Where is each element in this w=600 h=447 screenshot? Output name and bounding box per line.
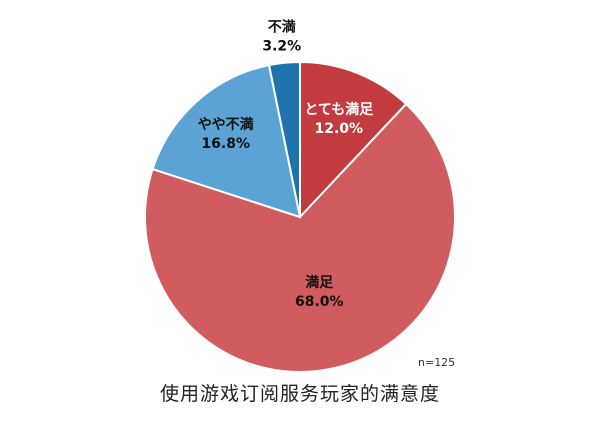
sample-size-label: n=125 — [418, 356, 456, 369]
chart-caption: 使用游戏订阅服务玩家的满意度 — [159, 383, 440, 405]
slice-category-label-3: やや不満 — [198, 116, 254, 133]
pie-slice-1 — [299, 60, 408, 220]
pie-slices — [144, 60, 456, 373]
slice-value-label-1: 12.0% — [315, 121, 364, 137]
pie-labels: とても満足 12.0% 満足 68.0% やや不満 16.8% 不満 3.2% — [198, 19, 375, 311]
slice-value-label-3: 16.8% — [201, 136, 250, 152]
slice-value-label-4: 3.2% — [262, 39, 301, 55]
slice-category-label-4: 不満 — [268, 19, 296, 36]
pie-slice-4 — [267, 60, 301, 218]
slice-value-label-2: 68.0% — [295, 294, 344, 310]
slice-category-label-1: とても満足 — [304, 101, 374, 118]
slice-category-label-2: 満足 — [305, 274, 334, 291]
pie-slice-2 — [144, 102, 456, 373]
pie-slice-3 — [151, 63, 302, 219]
